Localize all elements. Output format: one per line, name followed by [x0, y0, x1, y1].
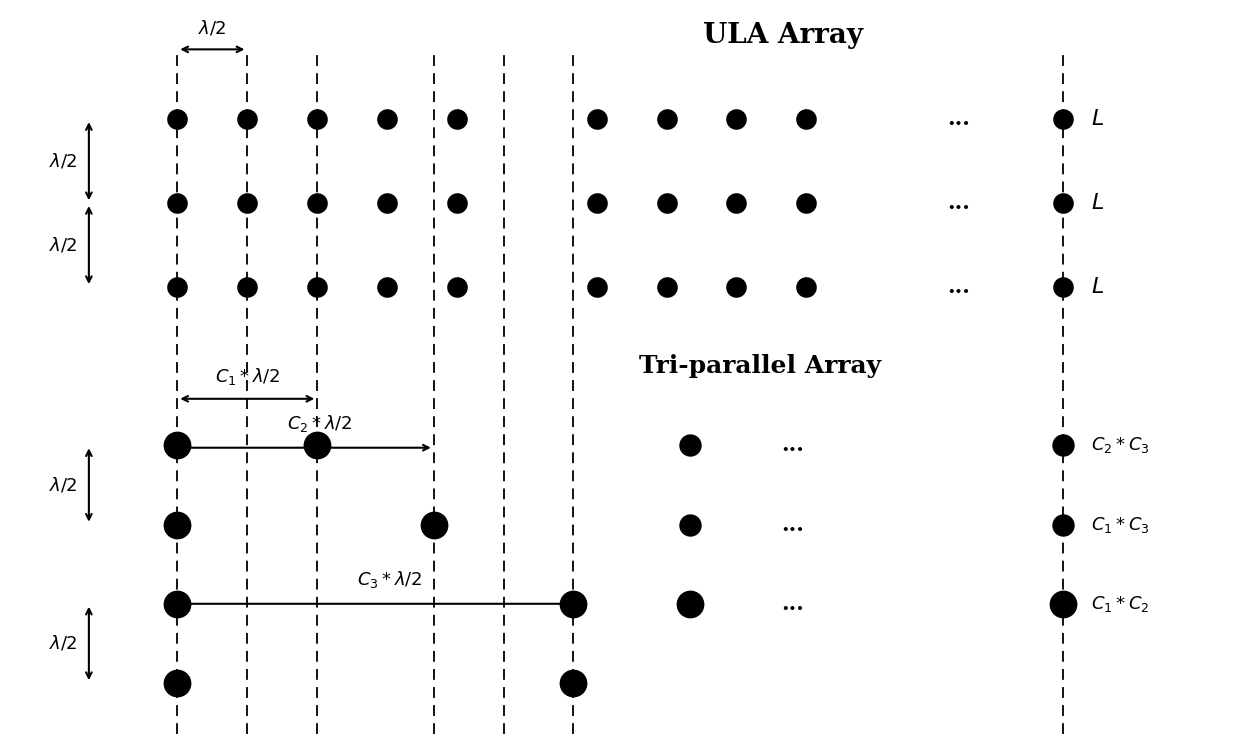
Point	[796, 197, 816, 209]
Point	[377, 281, 397, 293]
Text: $\lambda/2$: $\lambda/2$	[48, 236, 78, 255]
Text: ...: ...	[947, 276, 971, 298]
Point	[657, 197, 677, 209]
Point	[1053, 598, 1073, 610]
Point	[587, 113, 606, 125]
Point	[1053, 519, 1073, 531]
Point	[657, 113, 677, 125]
Point	[1053, 113, 1073, 125]
Point	[167, 439, 187, 451]
Point	[657, 281, 677, 293]
Point	[1053, 439, 1073, 451]
Point	[446, 281, 466, 293]
Text: ...: ...	[781, 434, 804, 457]
Point	[446, 113, 466, 125]
Text: ...: ...	[947, 192, 971, 214]
Point	[563, 598, 583, 610]
Point	[237, 197, 257, 209]
Point	[446, 197, 466, 209]
Point	[167, 197, 187, 209]
Point	[680, 439, 699, 451]
Point	[587, 197, 606, 209]
Point	[680, 598, 699, 610]
Point	[1053, 281, 1073, 293]
Text: $\lambda/2$: $\lambda/2$	[198, 19, 227, 38]
Point	[308, 281, 327, 293]
Point	[377, 113, 397, 125]
Point	[796, 113, 816, 125]
Point	[167, 281, 187, 293]
Point	[587, 281, 606, 293]
Point	[727, 281, 746, 293]
Point	[308, 113, 327, 125]
Text: ULA Array: ULA Array	[703, 22, 863, 49]
Text: $C_2 * \lambda/2$: $C_2 * \lambda/2$	[286, 413, 352, 434]
Point	[167, 113, 187, 125]
Point	[377, 197, 397, 209]
Text: ...: ...	[781, 514, 804, 535]
Text: Tri-parallel Array: Tri-parallel Array	[639, 354, 880, 379]
Point	[167, 677, 187, 689]
Text: ...: ...	[781, 593, 804, 615]
Point	[680, 519, 699, 531]
Point	[308, 439, 327, 451]
Text: $L$: $L$	[1090, 276, 1104, 298]
Point	[308, 197, 327, 209]
Point	[237, 281, 257, 293]
Text: $\lambda/2$: $\lambda/2$	[48, 152, 78, 170]
Text: $L$: $L$	[1090, 192, 1104, 214]
Text: $\lambda/2$: $\lambda/2$	[48, 475, 78, 494]
Point	[424, 519, 444, 531]
Point	[167, 519, 187, 531]
Text: $C_1*C_3$: $C_1*C_3$	[1090, 514, 1149, 535]
Point	[167, 598, 187, 610]
Text: $C_1 * \lambda/2$: $C_1 * \lambda/2$	[215, 366, 280, 388]
Point	[796, 281, 816, 293]
Text: $C_1*C_2$: $C_1*C_2$	[1090, 594, 1149, 614]
Text: $\lambda/2$: $\lambda/2$	[48, 634, 78, 653]
Point	[237, 113, 257, 125]
Text: ...: ...	[947, 108, 971, 130]
Point	[1053, 197, 1073, 209]
Text: $C_3 * \lambda/2$: $C_3 * \lambda/2$	[357, 569, 422, 590]
Text: $C_2*C_3$: $C_2*C_3$	[1090, 436, 1149, 455]
Text: $L$: $L$	[1090, 108, 1104, 130]
Point	[727, 197, 746, 209]
Point	[563, 677, 583, 689]
Point	[727, 113, 746, 125]
